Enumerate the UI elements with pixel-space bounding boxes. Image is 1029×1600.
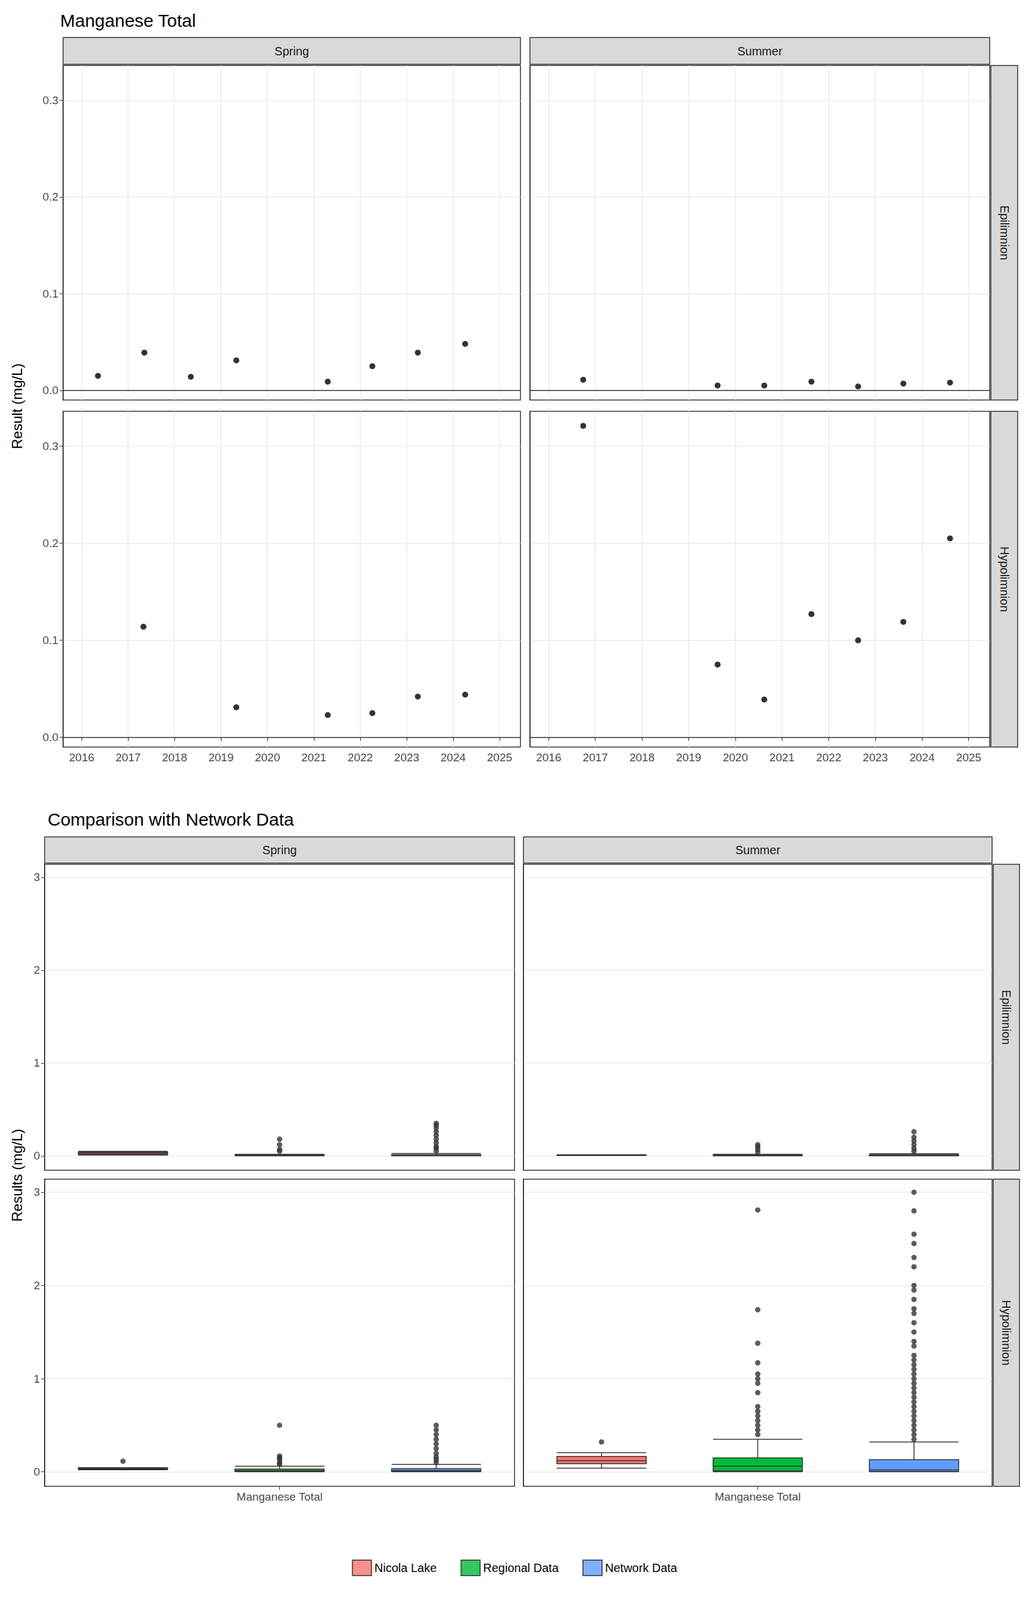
svg-text:Spring: Spring [274, 44, 310, 58]
svg-text:Network Data: Network Data [605, 1561, 678, 1576]
svg-text:Manganese Total: Manganese Total [714, 1491, 801, 1504]
svg-text:2025: 2025 [956, 751, 982, 765]
svg-text:2022: 2022 [815, 751, 841, 765]
svg-text:2020: 2020 [722, 751, 748, 765]
svg-text:Nicola Lake: Nicola Lake [374, 1561, 438, 1576]
svg-text:2019: 2019 [208, 751, 234, 765]
svg-text:0.3: 0.3 [42, 440, 59, 453]
svg-text:Results (mg/L): Results (mg/L) [8, 1129, 26, 1222]
svg-text:2: 2 [33, 1279, 40, 1293]
svg-text:0.0: 0.0 [42, 384, 59, 397]
svg-text:2016: 2016 [535, 751, 561, 765]
svg-text:2021: 2021 [769, 751, 795, 765]
svg-text:2025: 2025 [487, 751, 513, 765]
svg-text:3: 3 [33, 1186, 40, 1199]
svg-text:2017: 2017 [115, 751, 141, 765]
svg-text:2: 2 [33, 964, 40, 977]
svg-text:0.3: 0.3 [42, 94, 59, 107]
svg-text:0: 0 [33, 1466, 40, 1479]
svg-text:2018: 2018 [629, 751, 655, 765]
svg-text:Summer: Summer [735, 843, 781, 857]
svg-text:Hypolimnion: Hypolimnion [998, 546, 1012, 613]
svg-text:2018: 2018 [161, 751, 187, 765]
svg-text:0.1: 0.1 [42, 287, 59, 301]
svg-text:0: 0 [33, 1149, 40, 1163]
svg-text:2022: 2022 [347, 751, 373, 765]
svg-text:2019: 2019 [675, 751, 701, 765]
svg-text:Regional Data: Regional Data [482, 1561, 560, 1576]
svg-text:2024: 2024 [440, 751, 467, 765]
svg-text:0.2: 0.2 [42, 537, 59, 550]
svg-text:Manganese Total: Manganese Total [236, 1491, 323, 1504]
svg-text:2017: 2017 [582, 751, 608, 765]
svg-text:0.1: 0.1 [42, 634, 59, 647]
svg-text:0.2: 0.2 [42, 190, 59, 204]
svg-text:2021: 2021 [301, 751, 327, 765]
svg-text:2020: 2020 [254, 751, 280, 765]
svg-text:Summer: Summer [737, 44, 783, 58]
svg-text:1: 1 [33, 1056, 40, 1070]
svg-text:3: 3 [33, 871, 40, 884]
svg-text:2024: 2024 [909, 751, 935, 765]
svg-text:Manganese Total: Manganese Total [60, 10, 196, 31]
svg-text:Epilimnion: Epilimnion [999, 990, 1013, 1046]
svg-text:Comparison with Network Data: Comparison with Network Data [47, 809, 295, 830]
svg-text:2023: 2023 [862, 751, 888, 765]
svg-text:2016: 2016 [69, 751, 95, 765]
svg-text:Epilimnion: Epilimnion [998, 205, 1012, 261]
svg-text:1: 1 [33, 1373, 40, 1386]
svg-text:Result (mg/L): Result (mg/L) [8, 363, 26, 449]
svg-text:0.0: 0.0 [42, 731, 59, 744]
svg-text:Hypolimnion: Hypolimnion [999, 1300, 1013, 1367]
svg-text:Spring: Spring [262, 843, 298, 857]
svg-text:2023: 2023 [394, 751, 420, 765]
